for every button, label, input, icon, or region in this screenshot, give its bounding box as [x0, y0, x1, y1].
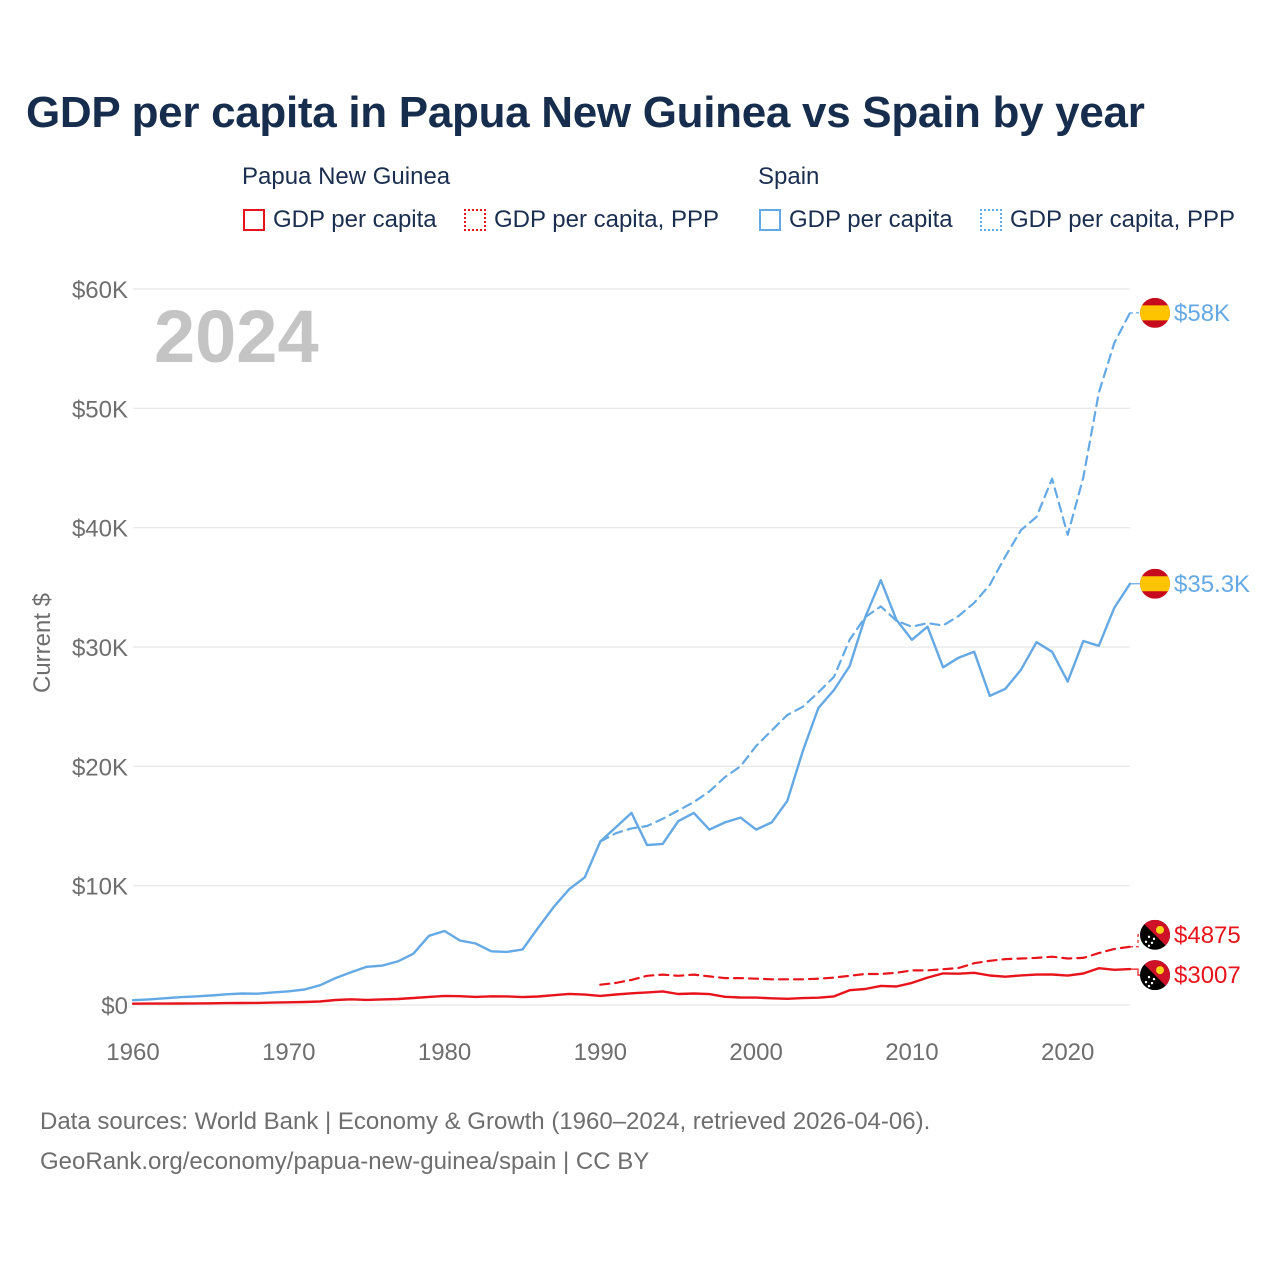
legend-item-png-gdp[interactable]: GDP per capita: [243, 205, 437, 235]
end-label-connector: [1130, 968, 1140, 976]
x-tick-label: 1960: [106, 1039, 159, 1066]
footer-link[interactable]: GeoRank.org/economy/papua-new-guinea/spa…: [40, 1148, 650, 1175]
y-tick-label: $40K: [72, 516, 128, 543]
y-tick-label: $50K: [72, 396, 128, 423]
legend-label: GDP per capita, PPP: [494, 206, 719, 233]
legend-item-png-gdp-ppp[interactable]: GDP per capita, PPP: [464, 205, 719, 235]
series-line-papua-new-guinea-gdp-per-capita[interactable]: [131, 967, 1132, 1005]
end-value-label: $4875: [1174, 922, 1241, 949]
legend-label: GDP per capita: [789, 206, 953, 233]
spain-flag-icon: [1140, 568, 1170, 599]
y-tick-label: $30K: [72, 635, 128, 662]
y-tick-label: $0: [101, 993, 128, 1020]
x-tick-label: 2010: [885, 1039, 938, 1066]
x-tick-label: 2020: [1041, 1039, 1094, 1066]
y-tick-label: $10K: [72, 874, 128, 901]
legend-item-spain-gdp-ppp[interactable]: GDP per capita, PPP: [980, 205, 1235, 235]
chart-title: GDP per capita in Papua New Guinea vs Sp…: [26, 88, 1145, 137]
y-tick-label: $60K: [72, 277, 128, 304]
papua-new-guinea-flag-icon: [1140, 960, 1170, 991]
legend-group-papua-new-guinea: Papua New Guinea: [242, 163, 451, 190]
legend-swatch-dotted-blue: [980, 209, 1002, 231]
x-tick-label: 1980: [418, 1039, 471, 1066]
legend-group-spain: Spain: [758, 163, 820, 190]
end-value-label: $35.3K: [1174, 571, 1250, 598]
series-line-spain-gdp-per-capita[interactable]: [131, 579, 1132, 1002]
end-label-connector: [1130, 934, 1140, 948]
x-tick-label: 2000: [729, 1039, 782, 1066]
spain-flag-icon: [1140, 297, 1170, 328]
x-tick-label: 1970: [262, 1039, 315, 1066]
x-tick-label: 1990: [574, 1039, 627, 1066]
legend-swatch-dotted-red: [464, 209, 486, 231]
legend-swatch-solid-blue: [759, 209, 781, 231]
legend-item-spain-gdp[interactable]: GDP per capita: [759, 205, 953, 235]
end-value-label: $3007: [1174, 962, 1241, 989]
y-axis-title: Current $: [29, 593, 56, 693]
legend-label: GDP per capita: [273, 206, 437, 233]
legend-swatch-solid-red: [243, 209, 265, 231]
series-line-papua-new-guinea-gdp-per-capita-ppp[interactable]: [599, 945, 1132, 986]
year-label: 2024: [154, 295, 319, 378]
series-line-spain-gdp-per-capita-ppp[interactable]: [599, 311, 1132, 843]
footer-sources: Data sources: World Bank | Economy & Gro…: [40, 1108, 931, 1135]
end-value-label: $58K: [1174, 300, 1230, 327]
legend-label: GDP per capita, PPP: [1010, 206, 1235, 233]
papua-new-guinea-flag-icon: [1140, 919, 1170, 950]
y-tick-label: $20K: [72, 754, 128, 781]
